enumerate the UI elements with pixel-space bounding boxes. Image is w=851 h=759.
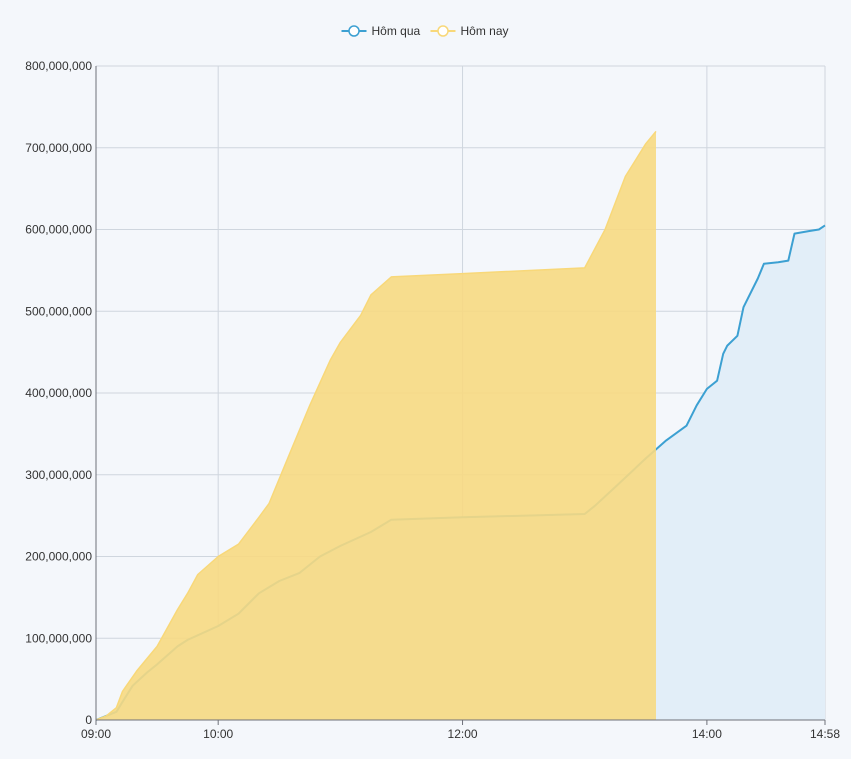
y-tick-label: 300,000,000 bbox=[25, 468, 92, 482]
series-line bbox=[95, 130, 657, 721]
x-tick-label: 14:00 bbox=[692, 727, 722, 741]
legend[interactable]: Hôm qua Hôm nay bbox=[341, 24, 509, 38]
y-tick-label: 500,000,000 bbox=[25, 304, 92, 318]
y-tick-label: 200,000,000 bbox=[25, 550, 92, 564]
axes: 0 100,000,000 200,000,000 300,000,000 400,00… bbox=[25, 59, 840, 741]
series-area bbox=[96, 131, 656, 720]
y-tick-label: 0 bbox=[85, 713, 92, 727]
legend-label: Hôm nay bbox=[461, 24, 509, 38]
legend-item[interactable]: Hôm nay bbox=[430, 24, 509, 38]
legend-marker-icon bbox=[437, 25, 449, 37]
y-tick-label: 800,000,000 bbox=[25, 59, 92, 73]
x-tick-label: 12:00 bbox=[448, 727, 478, 741]
series-1 bbox=[95, 130, 657, 721]
y-tick-label: 600,000,000 bbox=[25, 223, 92, 237]
legend-item[interactable]: Hôm qua bbox=[341, 24, 421, 38]
legend-marker-icon bbox=[348, 25, 360, 37]
legend-label: Hôm qua bbox=[372, 24, 421, 38]
x-tick-label: 09:00 bbox=[81, 727, 111, 741]
x-tick-label: 14:58 bbox=[810, 727, 840, 741]
y-tick-label: 400,000,000 bbox=[25, 386, 92, 400]
x-tick-label: 10:00 bbox=[203, 727, 233, 741]
y-tick-label: 100,000,000 bbox=[25, 631, 92, 645]
series-layer bbox=[95, 130, 826, 721]
y-tick-label: 700,000,000 bbox=[25, 141, 92, 155]
